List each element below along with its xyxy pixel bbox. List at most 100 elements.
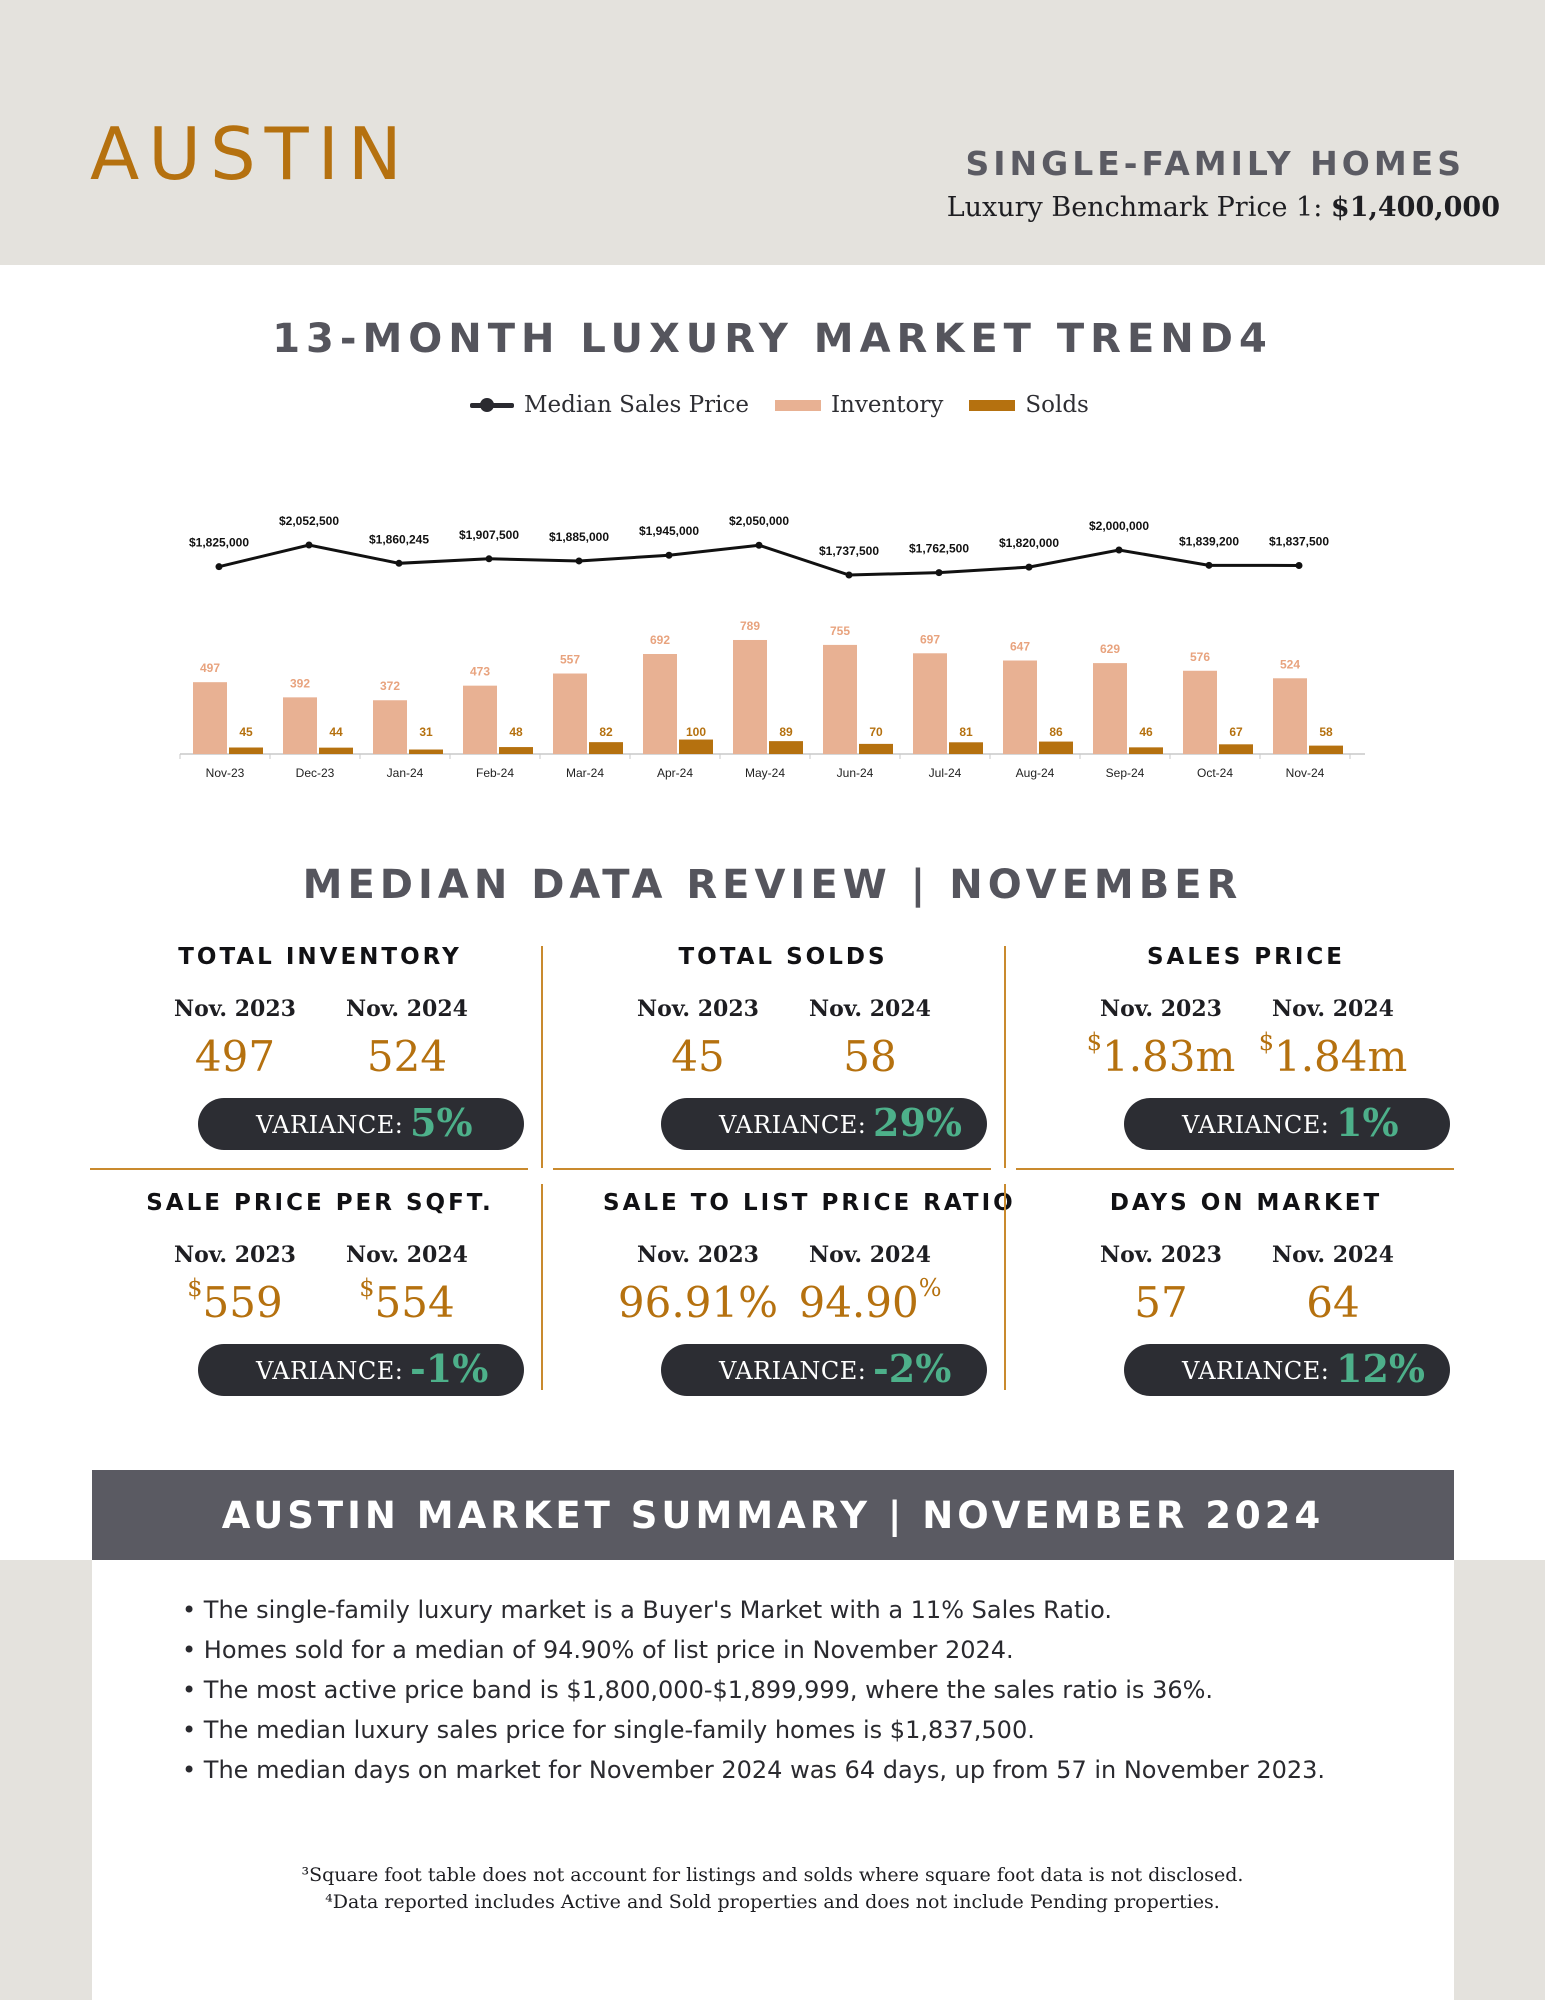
- panel-title: SALE TO LIST PRICE RATIO: [603, 1190, 1016, 1216]
- inventory-bar: [733, 639, 767, 754]
- panel-title: DAYS ON MARKET: [1109, 1190, 1383, 1216]
- inventory-bar: [553, 673, 587, 754]
- segment-title: SINGLE-FAMILY HOMES: [965, 144, 1465, 183]
- panel-price-per-sqft: SALE PRICE PER SQFT. Nov. 2023 Nov. 2024…: [140, 1190, 524, 1420]
- solds-bar: [499, 747, 533, 754]
- solds-bar: [949, 742, 983, 754]
- variance-pill: VARIANCE: -2%: [661, 1344, 987, 1396]
- median-price-point: [305, 541, 313, 549]
- panel-total-solds: TOTAL SOLDS Nov. 2023 Nov. 2024 45 58 VA…: [603, 944, 987, 1174]
- solds-bar: [1309, 745, 1343, 754]
- median-price-point: [1115, 546, 1123, 554]
- inventory-bar: [1003, 660, 1037, 754]
- year-2024-label: Nov. 2024: [346, 1242, 468, 1268]
- value-2024: $1.84m: [1258, 1028, 1408, 1081]
- footnote: ³Square foot table does not account for …: [301, 1864, 1244, 1886]
- panel-sale-to-list-ratio: SALE TO LIST PRICE RATIO Nov. 2023 Nov. …: [603, 1190, 1016, 1420]
- variance-value: 5%: [410, 1100, 473, 1145]
- median-price-label: $1,885,000: [549, 530, 609, 544]
- column-divider: [541, 1184, 543, 1390]
- inventory-data-label: 576: [1190, 650, 1210, 664]
- variance-value: 12%: [1336, 1346, 1425, 1391]
- solds-data-label: 46: [1139, 725, 1153, 739]
- header-background: [0, 0, 1545, 265]
- solds-data-label: 100: [686, 725, 706, 739]
- value-2024: 524: [366, 1032, 448, 1081]
- solds-data-label: 44: [329, 725, 343, 739]
- median-price-label: $1,820,000: [999, 536, 1059, 550]
- year-2024-label: Nov. 2024: [809, 996, 931, 1022]
- footnote: ⁴Data reported includes Active and Sold …: [325, 1891, 1220, 1913]
- solds-bar: [319, 747, 353, 754]
- solds-bar: [589, 742, 623, 754]
- inventory-bar: [283, 697, 317, 754]
- legend-line-swatch: [470, 398, 514, 412]
- inventory-bar: [1093, 663, 1127, 754]
- variance-value: 29%: [873, 1100, 962, 1145]
- panel-title: TOTAL SOLDS: [678, 944, 888, 970]
- median-price-label: $2,052,500: [279, 514, 339, 528]
- solds-bar: [1129, 747, 1163, 754]
- panel-sales-price: SALES PRICE Nov. 2023 Nov. 2024 $1.83m $…: [1066, 944, 1450, 1174]
- variance-label: VARIANCE:: [719, 1111, 867, 1139]
- legend-label: Inventory: [830, 392, 944, 418]
- solds-bar: [1039, 741, 1073, 754]
- inventory-bar: [913, 653, 947, 754]
- trend-chart: 497 45 Nov-23 392 44 Dec-23 372 31 Jan-24 473 48 Fe…: [179, 514, 1365, 780]
- year-2023-label: Nov. 2023: [174, 996, 296, 1022]
- x-tick-label: Aug-24: [1016, 766, 1055, 780]
- year-2023-label: Nov. 2023: [637, 1242, 759, 1268]
- inventory-bar: [1273, 678, 1307, 754]
- solds-bar: [229, 747, 263, 754]
- row-divider: [1016, 1168, 1454, 1170]
- legend-item-inventory: Inventory: [774, 392, 944, 418]
- solds-data-label: 81: [959, 725, 973, 739]
- legend-label: Median Sales Price: [524, 392, 749, 418]
- median-price-point: [485, 555, 493, 563]
- median-price-point: [215, 563, 223, 571]
- solds-bar: [1219, 744, 1253, 754]
- solds-data-label: 45: [239, 725, 253, 739]
- legend-solds-swatch: [969, 399, 1016, 411]
- variance-pill: VARIANCE: -1%: [198, 1344, 524, 1396]
- inventory-bar: [823, 644, 857, 754]
- value-2024: $554: [359, 1274, 455, 1327]
- value-2023: 497: [194, 1032, 276, 1081]
- x-tick-label: Jul-24: [929, 766, 962, 780]
- median-price-point: [755, 541, 763, 549]
- median-price-point: [1205, 561, 1213, 569]
- median-price-label: $1,837,500: [1269, 534, 1329, 548]
- inventory-bar: [463, 685, 497, 754]
- inventory-data-label: 789: [740, 619, 760, 633]
- median-price-point: [575, 557, 583, 565]
- panel-title: SALE PRICE PER SQFT.: [146, 1190, 494, 1216]
- solds-bar: [409, 749, 443, 754]
- solds-bar: [769, 741, 803, 754]
- benchmark-price: Luxury Benchmark Price 1: $1,400,000: [947, 192, 1500, 223]
- value-2023: $559: [187, 1274, 283, 1327]
- inventory-data-label: 755: [830, 624, 850, 638]
- median-review-title: MEDIAN DATA REVIEW | NOVEMBER: [302, 862, 1243, 908]
- solds-data-label: 70: [869, 725, 883, 739]
- year-2024-label: Nov. 2024: [809, 1242, 931, 1268]
- variance-label: VARIANCE:: [719, 1357, 867, 1385]
- year-2023-label: Nov. 2023: [1100, 996, 1222, 1022]
- median-price-label: $2,000,000: [1089, 519, 1149, 533]
- x-tick-label: Sep-24: [1106, 766, 1145, 780]
- chart-legend: Median Sales Price Inventory Solds: [470, 388, 1115, 422]
- variance-label: VARIANCE:: [1182, 1111, 1330, 1139]
- footnotes: ³Square foot table does not account for …: [0, 1862, 1545, 1916]
- value-2024: 58: [843, 1032, 897, 1081]
- panel-days-on-market: DAYS ON MARKET Nov. 2023 Nov. 2024 57 64…: [1066, 1190, 1450, 1420]
- row-divider: [90, 1168, 528, 1170]
- inventory-data-label: 692: [650, 633, 670, 647]
- x-tick-label: May-24: [745, 766, 785, 780]
- inventory-data-label: 697: [920, 632, 940, 646]
- solds-data-label: 82: [599, 725, 613, 739]
- panel-title: TOTAL INVENTORY: [178, 944, 462, 970]
- value-2024: 94.90%: [798, 1274, 942, 1327]
- variance-value: -1%: [410, 1346, 489, 1391]
- column-divider: [1004, 946, 1006, 1168]
- inventory-data-label: 497: [200, 661, 220, 675]
- median-price-label: $2,050,000: [729, 514, 789, 528]
